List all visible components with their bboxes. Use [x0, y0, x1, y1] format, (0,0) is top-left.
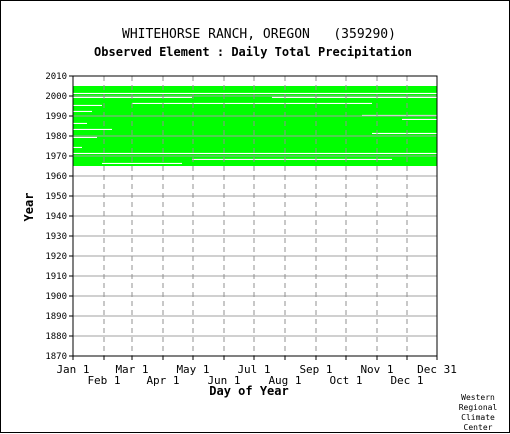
y-tick-label: 1960 [45, 172, 67, 182]
coverage-gap [102, 162, 182, 164]
coverage-gap [272, 96, 437, 98]
x-tick-label: Oct 1 [329, 374, 362, 387]
coverage-block [73, 162, 437, 166]
y-tick-label: 1980 [45, 132, 67, 142]
chart-title: WHITEHORSE RANCH, OREGON (359290) [122, 27, 396, 42]
x-tick-label: Dec 1 [390, 374, 423, 387]
grid [73, 75, 437, 357]
coverage-gap [192, 158, 392, 160]
y-tick-label: 1990 [45, 112, 67, 122]
x-tick-label: Jan 1 [56, 363, 89, 376]
x-tick-label: Nov 1 [360, 363, 393, 376]
y-tick-label: 1920 [45, 252, 67, 262]
coverage-gap [132, 102, 372, 104]
x-tick-label: Aug 1 [268, 374, 301, 387]
y-axis-ticks: 1870 1880 1890 1900 1910 1920 1930 1940 1950 1960… [45, 72, 73, 362]
x-tick-label: Apr 1 [146, 374, 179, 387]
coverage-block [73, 100, 437, 104]
y-tick-label: 1900 [45, 292, 67, 302]
credit-line: Western [461, 393, 495, 402]
x-tick-label: Sep 1 [299, 363, 332, 376]
coverage-block [73, 142, 437, 152]
credit-line: Climate [461, 413, 495, 422]
x-tick-label: Dec 31 [417, 363, 457, 376]
data-coverage [73, 86, 437, 166]
y-tick-label: 1890 [45, 312, 67, 322]
x-tick-label: Jun 1 [207, 374, 240, 387]
coverage-gap [372, 132, 437, 134]
x-tick-label: Jul 1 [237, 363, 270, 376]
y-tick-label: 2010 [45, 72, 67, 82]
chart-subtitle: Observed Element : Daily Total Precipita… [94, 45, 412, 59]
coverage-block [73, 152, 437, 162]
coverage-gap [73, 110, 92, 112]
coverage-block [73, 132, 437, 142]
coverage-gap [73, 104, 102, 106]
y-tick-label: 1970 [45, 152, 67, 162]
coverage-gap [73, 122, 87, 124]
y-tick-label: 1870 [45, 352, 67, 362]
y-axis-label: Year [22, 193, 36, 222]
y-tick-label: 1930 [45, 232, 67, 242]
coverage-gap [402, 118, 437, 120]
y-tick-label: 1940 [45, 212, 67, 222]
coverage-block [73, 128, 437, 132]
x-tick-label: May 1 [176, 363, 209, 376]
x-axis-label: Day of Year [209, 384, 288, 398]
coverage-gap [73, 92, 437, 94]
coverage-block [222, 86, 437, 90]
x-tick-label: Feb 1 [87, 374, 120, 387]
coverage-gap [73, 136, 97, 138]
credit-line: Center [464, 423, 493, 432]
x-tick-label: Mar 1 [115, 363, 148, 376]
coverage-block [73, 96, 437, 100]
credit-line: Regional [459, 403, 498, 412]
coverage-gap [73, 146, 82, 148]
y-tick-label: 1880 [45, 332, 67, 342]
y-tick-label: 2000 [45, 92, 67, 102]
x-axis-ticks: Jan 1 Mar 1 May 1 Jul 1 Sep 1 Nov 1 Dec 31 Feb … [56, 356, 457, 387]
coverage-gap [73, 152, 437, 154]
coverage-block [73, 86, 222, 90]
coverage-gap [73, 128, 112, 130]
y-tick-label: 1950 [45, 192, 67, 202]
coverage-gap [362, 114, 437, 116]
y-tick-label: 1910 [45, 272, 67, 282]
